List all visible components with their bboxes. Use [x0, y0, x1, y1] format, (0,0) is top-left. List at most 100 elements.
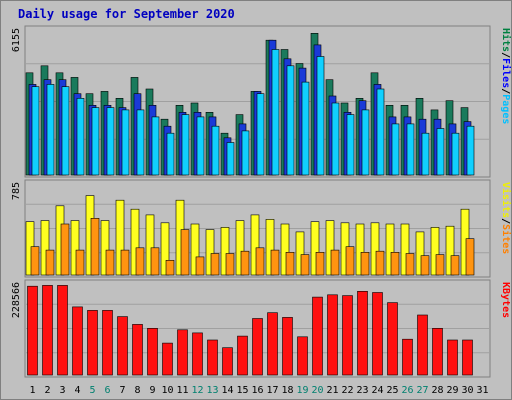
bar-kbytes [267, 312, 278, 376]
bar-kbytes [372, 292, 383, 376]
bar-kbytes [462, 339, 473, 376]
bar-sites [345, 246, 355, 276]
bar-pages [211, 125, 220, 176]
legend-entry: Files [500, 58, 512, 88]
x-tick-label: 1 [29, 385, 35, 396]
bar-pages [301, 81, 310, 176]
bar-sites [405, 253, 415, 276]
bar-sites [60, 223, 70, 276]
bar-sites [390, 252, 400, 276]
bar-kbytes [357, 290, 368, 376]
bar-kbytes [402, 338, 413, 376]
x-tick-label: 23 [356, 385, 368, 396]
bar-pages [421, 132, 430, 176]
bar-visits [100, 220, 110, 276]
bar-kbytes [297, 336, 308, 376]
bar-kbytes [447, 339, 458, 376]
bar-sites [450, 255, 460, 276]
bar-visits [415, 231, 425, 276]
x-tick-label: 28 [431, 385, 443, 396]
bar-kbytes [237, 335, 248, 376]
bar-pages [226, 142, 235, 176]
x-tick-label: 10 [161, 385, 173, 396]
legend-entry: / [500, 88, 511, 94]
bar-visits [70, 220, 80, 276]
legend-entry: KBytes [500, 282, 511, 318]
bar-pages [406, 123, 415, 176]
bar-kbytes [417, 314, 428, 376]
x-tick-label: 13 [206, 385, 218, 396]
x-tick-label: 31 [476, 385, 488, 396]
x-tick-label: 2 [44, 385, 50, 396]
bar-visits [190, 223, 200, 276]
bar-sites [420, 255, 430, 276]
bar-sites [90, 218, 100, 276]
x-tick-label: 24 [371, 385, 383, 396]
bar-pages [316, 56, 325, 176]
bar-pages [466, 125, 475, 176]
bar-sites [45, 249, 55, 276]
y-max-label: 6155 [11, 28, 22, 52]
x-tick-label: 25 [386, 385, 398, 396]
x-tick-label: 18 [281, 385, 293, 396]
bar-sites [270, 249, 280, 276]
bar-visits [220, 227, 230, 276]
bar-sites [240, 250, 250, 276]
bar-kbytes [342, 295, 353, 376]
legend-entry: / [500, 52, 511, 58]
bar-pages [61, 86, 70, 176]
bar-pages [346, 114, 355, 176]
x-tick-label: 4 [74, 385, 80, 396]
bar-kbytes [117, 316, 128, 376]
x-tick-label: 21 [326, 385, 338, 396]
bar-sites [165, 259, 175, 276]
x-tick-label: 16 [251, 385, 263, 396]
x-tick-label: 22 [341, 385, 353, 396]
bar-kbytes [87, 310, 98, 376]
bar-sites [150, 247, 160, 276]
bar-pages [196, 116, 205, 176]
bar-sites [285, 252, 295, 276]
bar-pages [451, 132, 460, 176]
bar-pages [361, 109, 370, 176]
bar-sites [225, 253, 235, 276]
bar-sites [255, 247, 265, 276]
x-tick-label: 14 [221, 385, 233, 396]
bar-pages [271, 49, 280, 176]
x-tick-label: 8 [134, 385, 140, 396]
bar-visits [250, 214, 260, 276]
bar-visits [325, 220, 335, 276]
x-tick-label: 11 [176, 385, 188, 396]
bar-kbytes [432, 327, 443, 376]
bar-sites [435, 254, 445, 276]
x-tick-label: 7 [119, 385, 125, 396]
bar-visits [280, 223, 290, 276]
bar-pages [151, 116, 160, 176]
bar-sites [300, 254, 310, 276]
bar-visits [265, 219, 275, 276]
bar-pages [256, 93, 265, 176]
bar-visits [445, 225, 455, 276]
bar-visits [160, 222, 170, 276]
bar-sites [105, 249, 115, 276]
bar-sites [330, 249, 340, 276]
x-tick-label: 5 [89, 385, 95, 396]
legend-hits-files-pages: Hits/Files/Pages [500, 28, 512, 124]
bar-kbytes [282, 317, 293, 376]
bar-kbytes [42, 285, 53, 376]
bar-visits [115, 199, 125, 276]
x-tick-label: 27 [416, 385, 428, 396]
x-tick-label: 29 [446, 385, 458, 396]
bar-visits [385, 223, 395, 276]
bar-pages [136, 109, 145, 176]
bar-kbytes [72, 306, 83, 376]
legend-entry: Pages [500, 94, 511, 124]
bar-kbytes [252, 318, 263, 376]
bar-pages [181, 114, 190, 176]
bar-kbytes [162, 342, 173, 376]
bar-visits [205, 229, 215, 276]
x-tick-label: 9 [149, 385, 155, 396]
bar-pages [46, 84, 55, 176]
bar-sites [195, 256, 205, 276]
